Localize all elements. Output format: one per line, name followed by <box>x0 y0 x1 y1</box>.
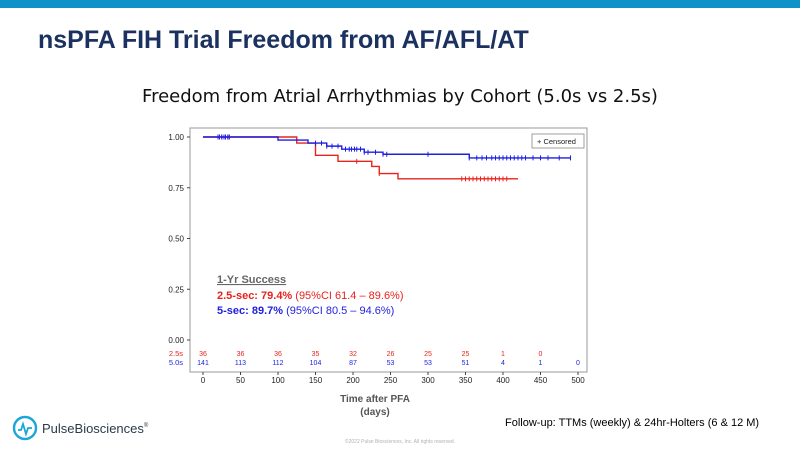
copyright-text: ©2022 Pulse Biosciences, Inc. All rights… <box>344 439 456 445</box>
annotation-value: 5-sec: 89.7% <box>217 305 283 317</box>
x-tick-label: 450 <box>534 376 548 385</box>
legend-label: + Censored <box>537 137 576 146</box>
pulse-biosciences-logo: PulseBiosciences ® <box>12 415 148 441</box>
risk-count: 104 <box>310 360 322 367</box>
risk-count: 36 <box>237 351 245 358</box>
risk-count: 0 <box>576 360 580 367</box>
annotation-value: 2.5-sec: 79.4% <box>217 290 292 302</box>
top-accent-bar <box>0 0 800 8</box>
x-tick-label: 250 <box>384 376 398 385</box>
y-tick-label: 0.00 <box>168 336 184 345</box>
x-tick-label: 100 <box>271 376 285 385</box>
risk-row-label: 5.0s <box>169 358 183 367</box>
y-tick-label: 0.75 <box>168 184 184 193</box>
risk-count: 35 <box>312 351 320 358</box>
risk-count: 51 <box>462 360 470 367</box>
x-tick-label: 200 <box>346 376 360 385</box>
logo-registered-mark: ® <box>143 423 149 429</box>
x-tick-label: 400 <box>496 376 510 385</box>
series-line-5.0s <box>203 136 571 159</box>
risk-count: 1 <box>501 351 505 358</box>
risk-count: 25 <box>462 351 470 358</box>
pulse-logo-icon <box>12 415 38 441</box>
legend-box <box>531 133 585 149</box>
risk-count: 36 <box>199 351 207 358</box>
x-tick-label: 300 <box>421 376 435 385</box>
follow-up-footnote: Follow-up: TTMs (weekly) & 24hr-Holters … <box>505 417 760 429</box>
risk-count: 4 <box>501 360 505 367</box>
x-tick-label: 350 <box>459 376 473 385</box>
series-line-2.5s <box>203 136 518 180</box>
y-tick-label: 0.25 <box>168 285 184 294</box>
x-axis-label: Time after PFA <box>340 394 410 405</box>
x-tick-label: 0 <box>201 376 206 385</box>
x-tick-label: 150 <box>309 376 323 385</box>
risk-row-label: 2.5s <box>169 349 183 358</box>
slide-title: nsPFA FIH Trial Freedom from AF/AFL/AT <box>38 26 529 54</box>
annotation-ci: (95%CI 80.5 – 94.6%) <box>283 305 394 317</box>
risk-count: 36 <box>274 351 282 358</box>
y-tick-label: 0.50 <box>168 235 184 244</box>
risk-count: 112 <box>272 360 283 367</box>
risk-count: 32 <box>349 351 357 358</box>
plot-frame <box>189 127 588 373</box>
y-tick-label: 1.00 <box>168 133 184 142</box>
risk-count: 87 <box>349 360 357 367</box>
annotation-line: 5-sec: 89.7% (95%CI 80.5 – 94.6%) <box>217 305 394 317</box>
chart-title: Freedom from Atrial Arrhythmias by Cohor… <box>142 86 658 107</box>
logo-text: PulseBiosciences <box>42 420 144 436</box>
risk-count: 25 <box>424 351 432 358</box>
annotation-heading: 1-Yr Success <box>217 274 286 286</box>
risk-count: 113 <box>235 360 246 367</box>
risk-count: 1 <box>539 360 543 367</box>
risk-count: 0 <box>539 351 543 358</box>
x-axis-label: (days) <box>360 407 389 418</box>
x-tick-label: 500 <box>571 376 585 385</box>
annotation-ci: (95%CI 61.4 – 89.6%) <box>292 290 403 302</box>
risk-count: 53 <box>424 360 432 367</box>
annotation-line: 2.5-sec: 79.4% (95%CI 61.4 – 89.6%) <box>217 290 404 302</box>
risk-count: 141 <box>197 360 209 367</box>
risk-count: 26 <box>387 351 395 358</box>
risk-count: 53 <box>387 360 395 367</box>
x-tick-label: 50 <box>236 376 245 385</box>
